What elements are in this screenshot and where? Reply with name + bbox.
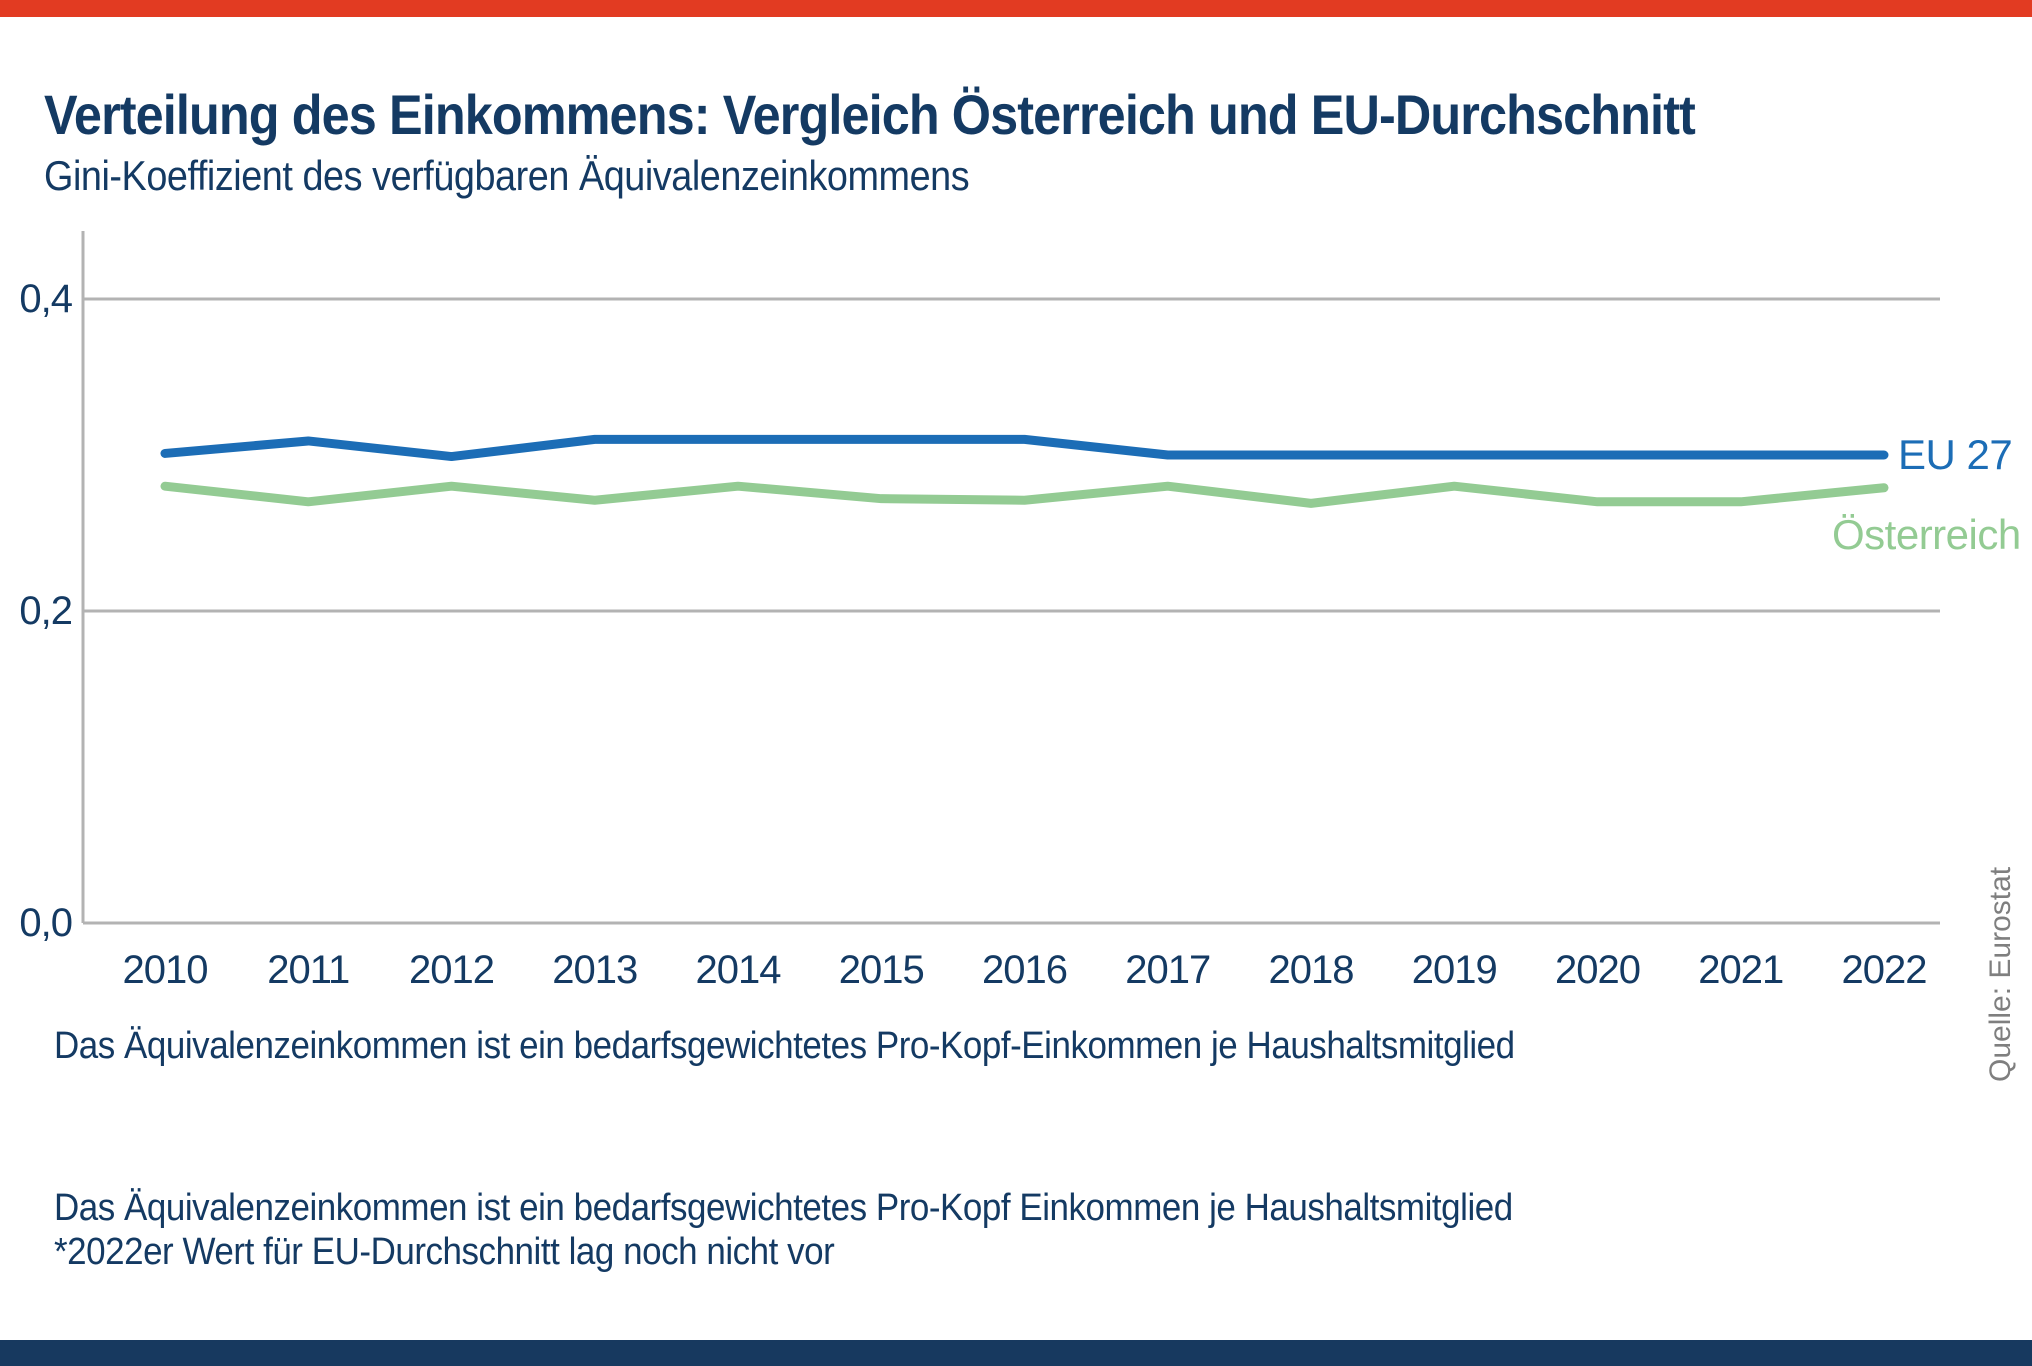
x-tick-label: 2022 xyxy=(1841,948,1928,992)
series-label-österreich: Österreich xyxy=(1832,510,2021,558)
x-tick-label: 2018 xyxy=(1268,948,1355,992)
series-line-eu-27 xyxy=(160,434,1889,462)
x-tick-label: 2011 xyxy=(267,948,350,992)
x-tick-label: 2010 xyxy=(122,948,209,992)
x-tick-label: 2014 xyxy=(695,948,782,992)
y-tick-label: 0,4 xyxy=(19,277,73,321)
top-accent-bar xyxy=(0,0,2032,17)
x-tick-label: 2012 xyxy=(409,948,495,992)
y-tick-label: 0,2 xyxy=(19,589,73,633)
source-credit: Quelle: Eurostat xyxy=(1984,866,2017,1082)
footnote-line-2: *2022er Wert für EU-Durchschnitt lag noc… xyxy=(54,1231,835,1273)
page-subtitle: Gini-Koeffizient des verfügbaren Äquival… xyxy=(44,152,970,199)
x-tick-label: 2016 xyxy=(982,948,1068,992)
page-title: Verteilung des Einkommens: Vergleich Öst… xyxy=(44,83,1696,146)
footnote-block: Das Äquivalenzeinkommen ist ein bedarfsg… xyxy=(54,1186,1513,1274)
x-tick-label: 2015 xyxy=(838,948,925,992)
footnote-line-1: Das Äquivalenzeinkommen ist ein bedarfsg… xyxy=(54,1187,1513,1229)
y-tick-label: 0,0 xyxy=(19,901,73,945)
x-tick-label: 2021 xyxy=(1698,948,1784,992)
x-tick-label: 2013 xyxy=(552,948,638,992)
bottom-accent-bar xyxy=(0,1340,2032,1366)
chart-footnote: Das Äquivalenzeinkommen ist ein bedarfsg… xyxy=(54,1025,1515,1067)
series-line-österreich xyxy=(160,481,1889,508)
x-tick-label: 2020 xyxy=(1555,948,1641,992)
x-tick-label: 2017 xyxy=(1125,948,1211,992)
x-tick-label: 2019 xyxy=(1411,948,1498,992)
series-label-eu-27: EU 27 xyxy=(1898,431,2013,478)
